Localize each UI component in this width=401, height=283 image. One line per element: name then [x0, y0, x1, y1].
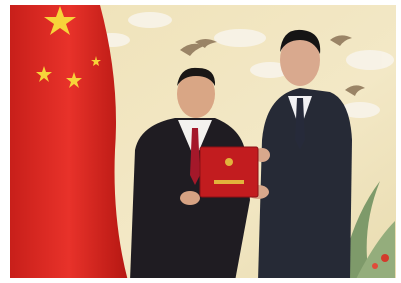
- certificate-folder: [200, 147, 258, 197]
- page: {}: [0, 0, 401, 283]
- photo: [0, 0, 401, 283]
